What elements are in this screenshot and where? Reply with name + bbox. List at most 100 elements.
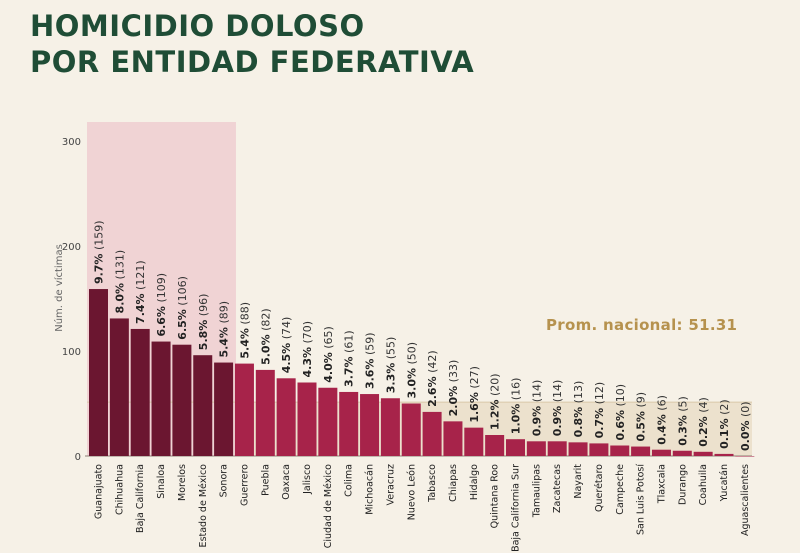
value-label: 3.7% (61) xyxy=(343,330,356,387)
value-label-count: (42) xyxy=(426,350,439,376)
value-label: 1.0% (16) xyxy=(510,378,523,435)
value-label: 0.1% (2) xyxy=(718,399,731,449)
bar xyxy=(651,449,671,456)
value-label: 5.4% (88) xyxy=(238,302,251,359)
value-label: 0.5% (9) xyxy=(635,392,648,442)
value-label: 0.4% (6) xyxy=(655,395,668,445)
bar xyxy=(318,387,338,456)
bar xyxy=(297,382,317,456)
value-label-count: (59) xyxy=(364,332,377,358)
value-label-count: (61) xyxy=(343,330,356,356)
bar xyxy=(547,441,567,456)
value-label-count: (106) xyxy=(176,276,189,309)
value-label: 2.0% (33) xyxy=(447,360,460,417)
value-label: 0.7% (12) xyxy=(593,382,606,439)
value-label: 1.2% (20) xyxy=(489,373,502,430)
value-label-percent: 8.0% xyxy=(113,283,126,314)
value-label: 5.4% (89) xyxy=(218,301,231,358)
value-labels-group: 9.7% (159) 8.0% (131) 7.4% (121) 6.6% (109)… xyxy=(93,220,752,451)
value-label-percent: 5.8% xyxy=(197,320,210,351)
bar xyxy=(151,341,171,456)
value-label: 0.3% (5) xyxy=(676,396,689,446)
value-label-count: (20) xyxy=(489,373,502,399)
value-label: 8.0% (131) xyxy=(113,250,126,314)
value-label-percent: 1.6% xyxy=(468,392,481,423)
category-label: Guanajuato xyxy=(94,464,105,519)
value-label-percent: 5.0% xyxy=(259,334,272,365)
value-label-percent: 0.5% xyxy=(635,411,648,442)
value-label-count: (0) xyxy=(739,401,752,420)
bar xyxy=(234,363,254,456)
bar xyxy=(568,442,588,456)
value-label: 5.8% (96) xyxy=(197,294,210,351)
value-label-count: (10) xyxy=(614,384,627,410)
value-label-percent: 3.3% xyxy=(384,363,397,394)
category-label: San Luis Potosí xyxy=(636,464,647,535)
value-label: 6.5% (106) xyxy=(176,276,189,340)
bar xyxy=(89,289,108,456)
category-label: Tabasco xyxy=(427,464,438,503)
value-label-count: (70) xyxy=(301,321,314,347)
bar xyxy=(631,446,651,456)
category-label: Quintana Roo xyxy=(490,464,501,529)
value-label: 7.4% (121) xyxy=(134,260,147,324)
category-label: Jalisco xyxy=(302,464,313,495)
value-label-percent: 0.9% xyxy=(551,406,564,437)
value-label-count: (16) xyxy=(510,378,523,404)
value-label-percent: 3.6% xyxy=(364,359,377,390)
y-tick-label: 0 xyxy=(75,452,81,463)
bar xyxy=(506,439,525,456)
value-label: 0.9% (14) xyxy=(530,380,543,437)
category-label: Nuevo León xyxy=(406,464,417,520)
value-label-percent: 9.7% xyxy=(93,254,106,285)
bar xyxy=(610,445,630,456)
value-label: 6.6% (109) xyxy=(155,273,168,337)
title-line-1: HOMICIDIO DOLOSO xyxy=(30,9,365,43)
value-label-count: (13) xyxy=(572,381,585,407)
bar xyxy=(422,411,442,456)
category-label: Sonora xyxy=(219,464,230,497)
bar xyxy=(443,421,463,456)
category-label: Colima xyxy=(344,464,355,497)
value-label-count: (109) xyxy=(155,273,168,306)
value-label: 4.3% (70) xyxy=(301,321,314,378)
bar xyxy=(172,344,192,456)
value-label-percent: 2.0% xyxy=(447,386,460,417)
bar xyxy=(714,453,734,456)
value-label-percent: 0.8% xyxy=(572,407,585,438)
bar xyxy=(130,328,150,456)
category-label: Oaxaca xyxy=(281,464,292,500)
category-label: Coahuila xyxy=(698,464,709,505)
value-label-count: (121) xyxy=(134,260,147,293)
value-label-count: (4) xyxy=(697,397,710,416)
bar xyxy=(255,369,275,456)
value-label-percent: 4.3% xyxy=(301,347,314,378)
category-label: Guerrero xyxy=(239,464,250,506)
bar xyxy=(380,398,400,456)
category-label: Michoacán xyxy=(365,464,376,515)
value-label-percent: 4.5% xyxy=(280,343,293,374)
value-label-count: (55) xyxy=(384,337,397,363)
value-label-count: (5) xyxy=(676,396,689,415)
category-label: Baja California xyxy=(135,464,146,533)
bar xyxy=(339,391,359,456)
category-label: Tlaxcala xyxy=(656,464,667,504)
category-label: Chiapas xyxy=(448,464,459,502)
value-label-count: (88) xyxy=(238,302,251,328)
value-label-count: (89) xyxy=(218,301,231,327)
title-line-2: POR ENTIDAD FEDERATIVA xyxy=(30,45,475,79)
category-labels-group: Guanajuato Chihuahua Baja California Sinalo… xyxy=(94,464,751,552)
value-label-count: (65) xyxy=(322,326,335,352)
average-label: Prom. nacional: 51.31 xyxy=(546,316,738,334)
value-label: 4.5% (74) xyxy=(280,317,293,374)
bar xyxy=(360,394,380,456)
value-label: 4.0% (65) xyxy=(322,326,335,383)
y-axis-label: Núm. de víctimas xyxy=(53,244,65,332)
value-label-percent: 0.4% xyxy=(655,414,668,445)
bar xyxy=(401,403,421,456)
value-label-percent: 0.9% xyxy=(530,406,543,437)
category-label: Hidalgo xyxy=(469,464,480,500)
value-label: 1.6% (27) xyxy=(468,366,481,423)
category-label: Durango xyxy=(677,464,688,505)
